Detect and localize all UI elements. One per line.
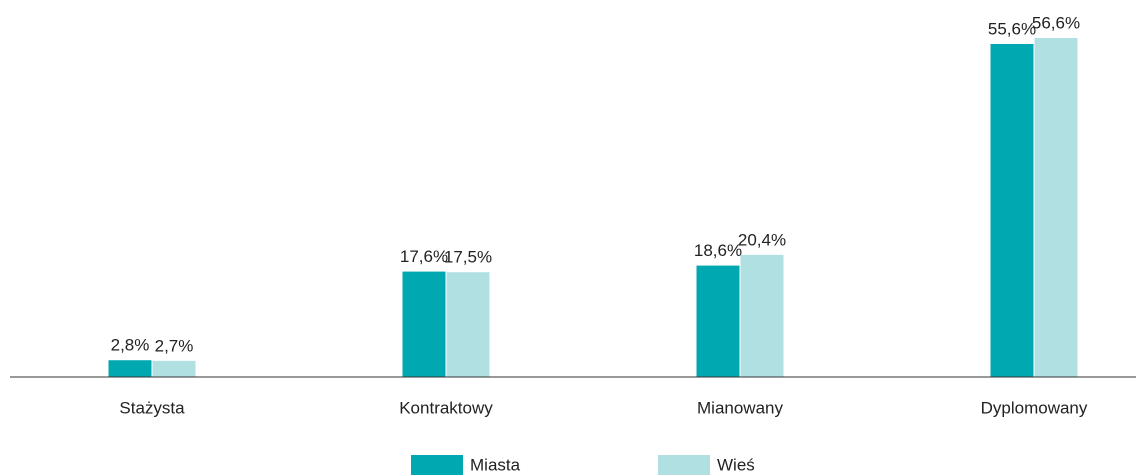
x-tick-label: Dyplomowany <box>981 398 1088 417</box>
legend-swatch <box>658 455 710 475</box>
legend-label: Wieś <box>717 455 755 474</box>
data-label: 17,6% <box>400 247 448 266</box>
bar <box>108 360 152 377</box>
bar <box>402 271 446 377</box>
x-tick-label: Kontraktowy <box>399 398 493 417</box>
legend-swatch <box>411 455 463 475</box>
data-label: 2,7% <box>155 336 194 355</box>
data-label: 56,6% <box>1032 13 1080 32</box>
bar <box>446 272 490 377</box>
x-tick-label: Mianowany <box>697 398 783 417</box>
bar <box>740 254 784 377</box>
data-label: 18,6% <box>694 241 742 260</box>
x-tick-label: Stażysta <box>119 398 185 417</box>
bar <box>1034 38 1078 377</box>
data-label: 20,4% <box>738 230 786 249</box>
data-label: 2,8% <box>111 336 150 355</box>
data-label: 55,6% <box>988 19 1036 38</box>
bar <box>696 265 740 377</box>
bar <box>152 360 196 377</box>
legend-label: Miasta <box>470 455 521 474</box>
data-label: 17,5% <box>444 248 492 267</box>
bar <box>990 43 1034 377</box>
